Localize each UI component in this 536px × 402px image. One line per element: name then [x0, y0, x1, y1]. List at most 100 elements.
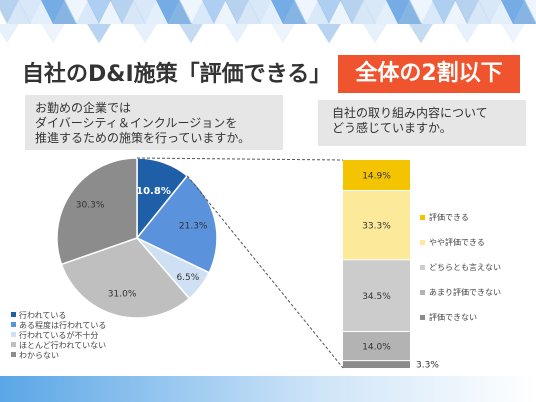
pie-legend: 行われているある程度は行われている行われているが不十分ほとんど行われていないわか…: [11, 310, 106, 360]
decor-triangle: [421, 0, 445, 24]
question-box-right: 自社の取り組み内容について どう感じていますか。: [318, 100, 526, 146]
decor-triangle: [87, 0, 111, 24]
decor-triangle: [214, 0, 238, 24]
decor-triangle: [87, 24, 111, 44]
pie-legend-label-1: 行われている: [19, 310, 66, 320]
question-right-line-2: どう感じていますか。: [332, 121, 452, 135]
decor-triangle: [133, 0, 157, 24]
decor-triangle: [225, 0, 249, 24]
pie-slice-4: [60, 237, 191, 319]
decor-triangle: [490, 0, 514, 24]
pie-legend-label-5: わからない: [19, 351, 59, 360]
decor-triangle: [398, 0, 422, 24]
decor-triangle: [363, 24, 387, 44]
decor-triangle: [340, 0, 364, 24]
title-highlight-badge: 全体の2割以下: [338, 55, 520, 93]
connector-line-bottom: [186, 175, 344, 369]
bar-legend-label-5: 評価できない: [429, 312, 477, 322]
pie-label-3: 6.5%: [176, 273, 199, 283]
decor-triangle: [501, 0, 525, 24]
decor-triangle: [375, 0, 399, 24]
decor-triangle: [53, 0, 77, 24]
pie-legend-label-4: ほとんど行われていない: [19, 340, 106, 350]
bar-label-5: 3.3%: [416, 361, 439, 371]
bar-legend-swatch-2: [420, 240, 425, 245]
decor-triangle: [202, 0, 226, 24]
decor-triangle: [455, 0, 479, 24]
decor-triangle: [156, 0, 180, 24]
bar-label-4: 14.0%: [362, 343, 391, 353]
decor-triangle: [225, 24, 249, 44]
decor-triangle: [110, 0, 134, 24]
pie-slice-2: [135, 174, 218, 274]
decor-triangle: [432, 0, 456, 24]
pie-label-5: 30.3%: [76, 201, 105, 211]
pie-chart: 10.8% 21.3% 6.5% 31.0% 30.3%: [56, 157, 218, 319]
pie-legend-swatch-1: [11, 312, 16, 317]
decor-triangle: [7, 0, 31, 24]
decor-triangle: [248, 0, 272, 24]
decor-triangle: [179, 24, 203, 44]
connector-lines: [136, 157, 344, 369]
stacked-bar-chart: 14.9% 33.3% 34.5% 14.0% 3.3%: [343, 160, 439, 371]
decor-triangle: [179, 0, 203, 24]
bar-segment-2: [343, 190, 410, 260]
decor-triangle: [467, 0, 491, 24]
bar-legend-swatch-4: [420, 290, 425, 295]
page-title: 自社のD&I施策「評価できる」: [22, 62, 332, 87]
decor-triangle: [99, 0, 123, 24]
decor-triangle: [145, 0, 169, 24]
question-right-line-1: 自社の取り組み内容について: [332, 106, 488, 120]
bar-legend-label-3: どちらとも言えない: [429, 262, 501, 272]
pie-label-4: 31.0%: [108, 290, 137, 300]
bar-legend-label-4: あまり評価できない: [429, 287, 501, 297]
pie-label-1: 10.8%: [136, 186, 171, 197]
question-box-left: お勤めの企業では ダイバーシティ＆インクルージョンを 推進するための施策を行って…: [25, 95, 283, 150]
bar-segment-1: [343, 160, 410, 190]
bar-legend-label-2: やや評価できる: [429, 237, 485, 247]
decor-triangle: [168, 0, 192, 24]
bar-legend-swatch-1: [420, 215, 425, 220]
pie-slice-5: [56, 157, 138, 266]
decor-triangle: [352, 0, 376, 24]
decor-triangle: [386, 0, 410, 24]
pie-legend-swatch-2: [11, 322, 16, 327]
decor-triangle: [306, 0, 330, 24]
pie-legend-swatch-5: [11, 352, 16, 357]
decor-triangle: [409, 24, 433, 44]
pie-legend-label-3: 行われているが不十分: [19, 330, 98, 340]
decor-triangle: [191, 0, 215, 24]
bar-legend-label-1: 評価できる: [429, 212, 469, 222]
question-left-line-2: ダイバーシティ＆インクルージョンを: [35, 116, 238, 130]
bar-segment-4: [343, 332, 410, 361]
decor-triangle: [283, 0, 307, 24]
decor-triangle: [237, 0, 261, 24]
decor-triangle: [329, 0, 353, 24]
bar-segment-5: [343, 361, 410, 368]
decor-triangle: [41, 24, 65, 44]
decor-triangle: [133, 24, 157, 44]
bottom-gradient-band: [0, 376, 536, 402]
decor-triangle: [409, 0, 433, 24]
decor-triangle: [294, 0, 318, 24]
decor-triangle: [524, 0, 536, 24]
triangle-pattern: [0, 0, 536, 44]
decor-triangle: [0, 24, 19, 44]
pie-legend-swatch-3: [11, 332, 16, 337]
connector-line-top: [136, 157, 344, 161]
decor-triangle: [478, 0, 502, 24]
pie-legend-label-2: ある程度は行われている: [19, 320, 106, 330]
bar-segment-3: [343, 260, 410, 332]
decor-triangle: [41, 0, 65, 24]
decor-triangle: [455, 24, 479, 44]
decor-triangle: [64, 0, 88, 24]
decor-triangle: [0, 0, 19, 24]
decor-triangle: [444, 0, 468, 24]
bar-label-3: 34.5%: [362, 292, 391, 302]
pie-legend-swatch-4: [11, 342, 16, 347]
bar-label-2: 33.3%: [362, 222, 391, 232]
decor-triangle: [30, 0, 54, 24]
